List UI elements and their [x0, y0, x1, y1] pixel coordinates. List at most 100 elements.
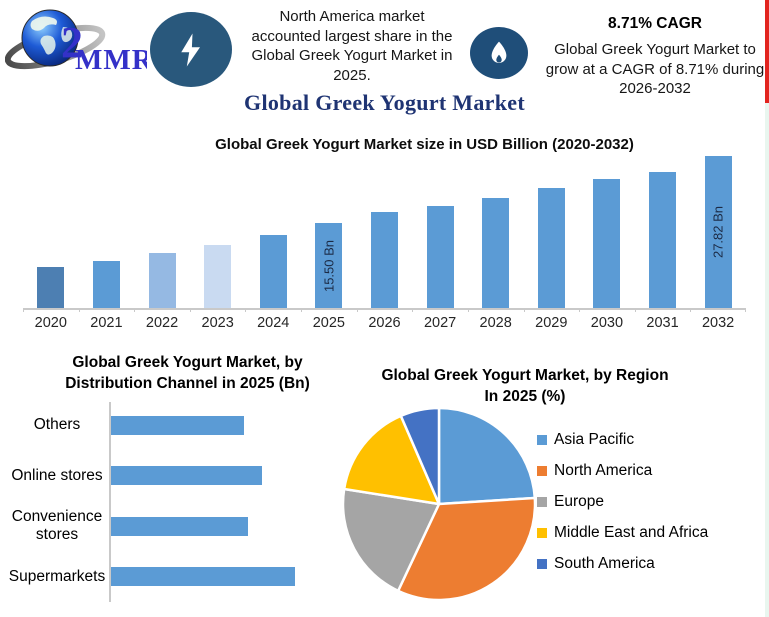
bar-slot-2032: 27.82 Bn [690, 155, 746, 308]
pie-slice-asia-pacific [437, 406, 537, 506]
axis-tick [356, 308, 358, 312]
distribution-channel-title-line2: Distribution Channel in 2025 (Bn) [65, 375, 310, 392]
year-label-2025: 2025 [312, 315, 345, 331]
legend-item-asia-pacific: Asia Pacific [537, 431, 708, 449]
axis-tick [523, 308, 525, 312]
axis-tick [189, 308, 191, 312]
mmr-logo: 2 MMR [4, 7, 153, 76]
region-pie-title-line2: In 2025 (%) [484, 388, 566, 405]
bar-2030 [593, 179, 621, 308]
legend-swatch-middle-east-and-africa [537, 528, 547, 538]
green-edge-strip [765, 103, 769, 617]
legend-label-north-america: North America [554, 462, 653, 479]
distribution-channel-title: Global Greek Yogurt Market, by Distribut… [5, 352, 345, 394]
legend-swatch-asia-pacific [537, 435, 547, 445]
hbar-supermarkets [111, 567, 296, 587]
bar-2025: 15.50 Bn [315, 223, 343, 308]
bar-slot-2029 [523, 155, 579, 308]
red-edge-strip [765, 0, 769, 103]
bar-2027 [426, 205, 454, 308]
region-pie-title-line1: Global Greek Yogurt Market, by Region [381, 367, 669, 384]
lightning-badge [150, 12, 232, 87]
bar-2032: 27.82 Bn [704, 156, 732, 308]
globe-icon: 2 MMR [4, 9, 153, 76]
legend-label-europe: Europe [554, 493, 604, 510]
bar-2029 [537, 187, 565, 308]
bar-slot-2021 [79, 155, 135, 308]
year-label-2022: 2022 [145, 315, 179, 331]
hbar-label-convenience-stores: Convenience stores [11, 508, 103, 544]
bar-slot-2026 [357, 155, 413, 308]
axis-tick [134, 308, 136, 312]
pie-slice-south-america [399, 406, 441, 506]
year-label-2024: 2024 [257, 315, 290, 331]
logo-numeral: 2 [61, 18, 83, 67]
axis-tick [301, 308, 303, 312]
hbar-row-convenience-stores: Convenience stores [5, 501, 345, 552]
bar-2024 [259, 234, 287, 308]
bar-2026 [370, 211, 398, 308]
axis-tick [745, 308, 746, 312]
hbar-online-stores [111, 466, 262, 486]
axis-tick [245, 308, 247, 312]
bar-slot-2031 [635, 155, 691, 308]
legend-label-middle-east-and-africa: Middle East and Africa [554, 524, 709, 541]
year-label-2026: 2026 [368, 315, 401, 331]
hbar-row-others: Others [5, 400, 345, 451]
year-label-2031: 2031 [646, 315, 679, 331]
year-label-2023: 2023 [201, 315, 234, 331]
bar-slot-2023 [190, 155, 246, 308]
bar-2031 [649, 172, 676, 308]
year-label-2020: 2020 [34, 315, 67, 331]
legend-label-south-america: South America [554, 555, 655, 572]
market-size-bars: 15.50 Bn 27.82 Bn [23, 155, 746, 312]
bar-slot-2025: 15.50 Bn [301, 155, 357, 308]
axis-tick [467, 308, 469, 312]
year-label-2032: 2032 [701, 315, 735, 331]
cagr-block: 8.71% CAGR Global Greek Yogurt Market to… [540, 15, 769, 99]
region-pie-title: Global Greek Yogurt Market, by Region In… [345, 365, 705, 407]
pie-slice-europe [341, 487, 441, 593]
distribution-channel-bars: Others Online stores Convenience stores Sup… [5, 400, 345, 606]
bar-2020 [37, 267, 65, 308]
distribution-channel-chart: Global Greek Yogurt Market, by Distribut… [5, 352, 345, 606]
legend-swatch-south-america [537, 559, 547, 569]
legend-label-asia-pacific: Asia Pacific [554, 431, 635, 448]
bar-slot-2024 [245, 155, 301, 308]
hbar-axis-line [109, 402, 111, 602]
pie-slice-middle-east-and-africa [342, 414, 441, 506]
year-label-2029: 2029 [535, 315, 568, 331]
legend-item-middle-east-and-africa: Middle East and Africa [537, 524, 708, 542]
bar-slot-2027 [412, 155, 468, 308]
region-pie [341, 406, 537, 602]
cagr-title: 8.71% CAGR [608, 15, 702, 32]
legend-swatch-north-america [537, 466, 547, 476]
pie-slice-north-america [396, 496, 537, 602]
market-size-bar-chart: 15.50 Bn 27.82 Bn 2020 2021 2022 2023 2024 202… [23, 155, 746, 331]
bar-2021 [92, 260, 120, 308]
bar-2022 [148, 252, 176, 308]
year-label-2021: 2021 [90, 315, 123, 331]
main-title: Global Greek Yogurt Market [244, 90, 525, 115]
axis-tick [23, 308, 24, 312]
bar-slot-2028 [468, 155, 524, 308]
distribution-channel-title-line1: Global Greek Yogurt Market, by [72, 354, 303, 371]
bar-value-label-2032: 27.82 Bn [710, 205, 726, 259]
axis-tick [634, 308, 636, 312]
hbar-convenience-stores [111, 516, 249, 536]
flame-icon [491, 41, 507, 63]
bar-value-label-2025: 15.50 Bn [321, 239, 337, 292]
axis-tick [78, 308, 80, 312]
bar-slot-2022 [134, 155, 190, 308]
hbar-others [111, 415, 245, 435]
hbar-row-online-stores: Online stores [5, 451, 345, 502]
flame-badge [470, 27, 528, 79]
legend-item-north-america: North America [537, 462, 708, 480]
cagr-text: Global Greek Yogurt Market to grow at a … [545, 41, 765, 97]
hbar-label-others: Others [33, 416, 81, 434]
hbar-label-online-stores: Online stores [11, 466, 103, 484]
bar-slot-2030 [579, 155, 635, 308]
legend-swatch-europe [537, 497, 547, 507]
bar-slot-2020 [23, 155, 79, 308]
